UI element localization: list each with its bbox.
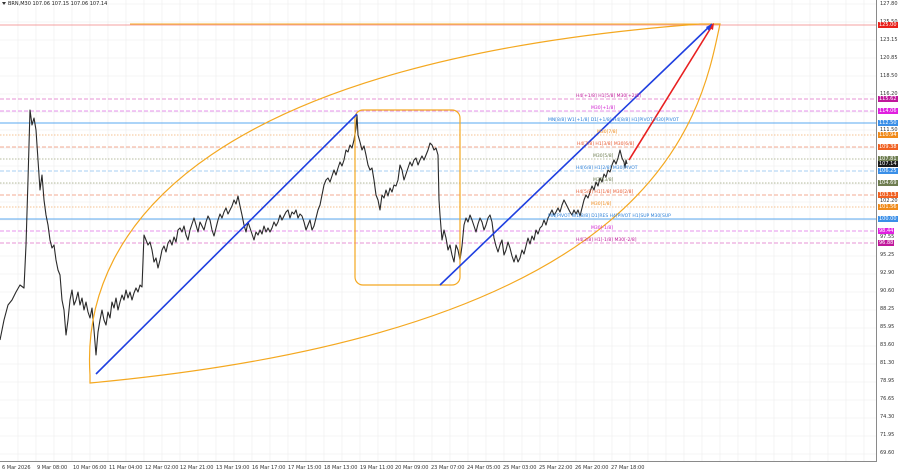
level-label-h4-7-8: H4[7/8] H1[3/8] M30[6/8] xyxy=(577,142,635,147)
orange-rectangle[interactable] xyxy=(354,109,461,286)
price-tick-label: 118.50 xyxy=(880,73,898,79)
collapse-triangle-icon[interactable] xyxy=(2,2,6,5)
time-tick-label: 12 Mar 21:00 xyxy=(180,465,214,471)
blue-trendline-1[interactable] xyxy=(95,113,358,375)
price-level-tag: 112.50 xyxy=(878,120,898,126)
arrowhead-icon xyxy=(706,24,712,31)
level-label-h4-6-8: H4[6/8] H1[2/8] M30[PIVOT xyxy=(576,166,638,171)
price-tick-label: 123.15 xyxy=(880,37,898,43)
time-tick-label: 17 Mar 15:00 xyxy=(288,465,322,471)
price-tick-label: 111.50 xyxy=(880,127,898,133)
price-level-tag: 96.88 xyxy=(878,240,895,246)
level-label-m30-5-8: M30[5/8] xyxy=(593,154,614,159)
level-label-m30-7-8: M30[7/8] xyxy=(597,130,618,135)
time-tick-label: 20 Mar 09:00 xyxy=(395,465,429,471)
level-label-h4-plus1-8: H4[+1/8] H1[5/8] M30[+2/8] xyxy=(576,94,641,99)
price-tick-label: 102.20 xyxy=(880,198,898,204)
price-level-tag: 115.62 xyxy=(878,96,898,102)
chart-plot-area[interactable]: BRN,M30 107.06 107.15 107.06 107.14 H4[+… xyxy=(0,0,877,462)
time-tick-label: 25 Mar 22:00 xyxy=(539,465,573,471)
time-tick-label: 11 Mar 04:00 xyxy=(109,465,143,471)
time-tick-label: 9 Mar 08:00 xyxy=(37,465,68,471)
price-tick-label: 85.95 xyxy=(880,324,895,330)
price-tick-label: 74.30 xyxy=(880,414,895,420)
price-tick-label: 120.85 xyxy=(880,55,898,61)
chart-title: BRN,M30 107.06 107.15 107.06 107.14 xyxy=(2,1,107,7)
time-tick-label: 27 Mar 18:00 xyxy=(611,465,645,471)
time-axis[interactable]: 6 Mar 2026 9 Mar 08:00 10 Mar 06:00 11 Mar … xyxy=(0,462,877,474)
price-level-tag: 107.81 xyxy=(878,156,898,162)
price-tick-label: 95.25 xyxy=(880,252,895,258)
level-label-m30-1-8: M30[1/8] xyxy=(591,202,612,207)
orange-arc-shape[interactable] xyxy=(88,23,721,384)
time-tick-label: 6 Mar 2026 xyxy=(2,465,31,471)
price-level-tag: 110.94 xyxy=(878,132,898,138)
price-tick-label: 69.60 xyxy=(880,450,895,456)
price-tick-label: 116.20 xyxy=(880,91,898,97)
time-tick-label: 23 Mar 07:00 xyxy=(431,465,465,471)
time-tick-label: 26 Mar 20:00 xyxy=(575,465,609,471)
price-level-tag: 104.69 xyxy=(878,180,898,186)
price-level-tag: 107.14 xyxy=(878,161,898,167)
price-chart-canvas[interactable] xyxy=(0,0,877,462)
price-tick-label: 92.90 xyxy=(880,270,895,276)
price-tick-label: 97.55 xyxy=(880,234,895,240)
level-label-pivot: MN[PIVOT W1[8/8] D1[RES H4[PIVOT H1[SUP … xyxy=(548,214,671,219)
price-level-tag: 103.13 xyxy=(878,192,898,198)
price-tick-label: 127.80 xyxy=(880,1,898,7)
time-tick-label: 16 Mar 17:00 xyxy=(252,465,286,471)
price-level-tag: 106.25 xyxy=(878,168,898,174)
red-projection-arrow[interactable] xyxy=(628,25,713,161)
time-tick-label: 18 Mar 13:00 xyxy=(324,465,358,471)
price-axis[interactable]: 127.80125.50123.15120.85118.50116.20111.… xyxy=(877,0,900,474)
time-tick-label: 25 Mar 03:00 xyxy=(503,465,537,471)
symbol-ohlc-text: BRN,M30 107.06 107.15 107.06 107.14 xyxy=(8,1,108,7)
time-tick-label: 24 Mar 05:00 xyxy=(467,465,501,471)
price-level-tag: 100.00 xyxy=(878,216,898,222)
level-label-h4-3-8: H4[3/8] H1[-1/8] M30[-2/8] xyxy=(576,238,637,243)
time-tick-label: 12 Mar 02:00 xyxy=(145,465,179,471)
arrowhead-icon xyxy=(708,23,714,30)
level-label-h4-5-8: H4[5/8] H1[1/8] M30[2/8] xyxy=(576,190,634,195)
price-level-tag: 114.06 xyxy=(878,108,898,114)
price-tick-label: 81.30 xyxy=(880,360,895,366)
price-tick-label: 76.65 xyxy=(880,396,895,402)
price-tick-label: 88.25 xyxy=(880,306,895,312)
price-tick-label: 90.60 xyxy=(880,288,895,294)
price-tick-label: 78.95 xyxy=(880,378,895,384)
blue-trendline-2[interactable] xyxy=(439,23,713,286)
level-label-m30-plus1-8: M30[+1/8] xyxy=(591,106,616,111)
level-label-m30-minus1-8: M30[-1/8] xyxy=(591,226,613,231)
price-level-tag: 125.00 xyxy=(878,22,898,28)
price-tick-label: 71.95 xyxy=(880,432,895,438)
price-series xyxy=(0,109,628,356)
level-label-m30-3-8: M30[3/8] xyxy=(593,178,614,183)
level-label-mn-8-8: MN[8/8] W1[+1/8] D1[+1/8] H4[8/8] H1[PIV… xyxy=(548,118,679,123)
price-tick-label: 83.60 xyxy=(880,342,895,348)
time-tick-label: 19 Mar 11:00 xyxy=(360,465,394,471)
time-tick-label: 10 Mar 06:00 xyxy=(73,465,107,471)
price-level-tag: 109.38 xyxy=(878,144,898,150)
price-level-tag: 101.56 xyxy=(878,204,898,210)
time-tick-label: 13 Mar 19:00 xyxy=(216,465,250,471)
price-level-tag: 98.44 xyxy=(878,228,895,234)
